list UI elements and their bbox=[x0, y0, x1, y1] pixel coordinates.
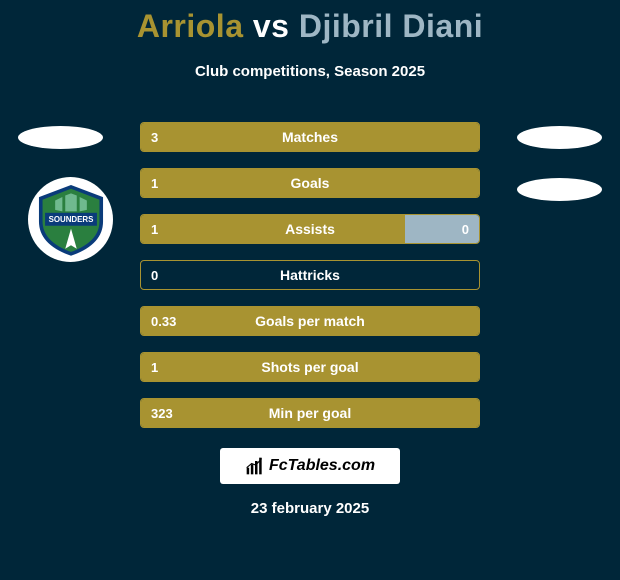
stat-value-left: 0 bbox=[151, 261, 158, 289]
stat-fill-left bbox=[141, 123, 479, 151]
sounders-badge-icon: SOUNDERS bbox=[35, 184, 107, 256]
date-text: 23 february 2025 bbox=[0, 500, 620, 517]
fctables-logo-icon bbox=[245, 456, 265, 476]
stat-fill-left bbox=[141, 169, 479, 197]
stat-bars: Matches3 Goals1 Assists10 Hattricks0 Goals p… bbox=[140, 122, 480, 428]
vs-text: vs bbox=[253, 8, 290, 44]
stat-fill-right bbox=[405, 215, 479, 243]
stat-row: Assists10 bbox=[140, 214, 480, 244]
club-pill-right bbox=[517, 126, 602, 149]
stat-row: Matches3 bbox=[140, 122, 480, 152]
brand-text: FcTables.com bbox=[269, 457, 375, 475]
stat-row: Goals per match0.33 bbox=[140, 306, 480, 336]
comparison-title: Arriola vs Djibril Diani bbox=[0, 0, 620, 45]
player1-name: Arriola bbox=[137, 8, 244, 44]
stat-label: Hattricks bbox=[141, 261, 479, 289]
stat-fill-left bbox=[141, 307, 479, 335]
stat-row: Shots per goal1 bbox=[140, 352, 480, 382]
brand-badge: FcTables.com bbox=[220, 448, 400, 484]
stat-row: Hattricks0 bbox=[140, 260, 480, 290]
stat-row: Min per goal323 bbox=[140, 398, 480, 428]
stat-fill-left bbox=[141, 215, 405, 243]
player2-name: Djibril Diani bbox=[299, 8, 483, 44]
subtitle: Club competitions, Season 2025 bbox=[0, 63, 620, 80]
stat-row: Goals1 bbox=[140, 168, 480, 198]
club-pill-left bbox=[18, 126, 103, 149]
club-pill-right-2 bbox=[517, 178, 602, 201]
stat-fill-left bbox=[141, 399, 479, 427]
club-badge-left: SOUNDERS bbox=[28, 177, 113, 262]
stat-fill-left bbox=[141, 353, 479, 381]
svg-text:SOUNDERS: SOUNDERS bbox=[48, 215, 93, 224]
